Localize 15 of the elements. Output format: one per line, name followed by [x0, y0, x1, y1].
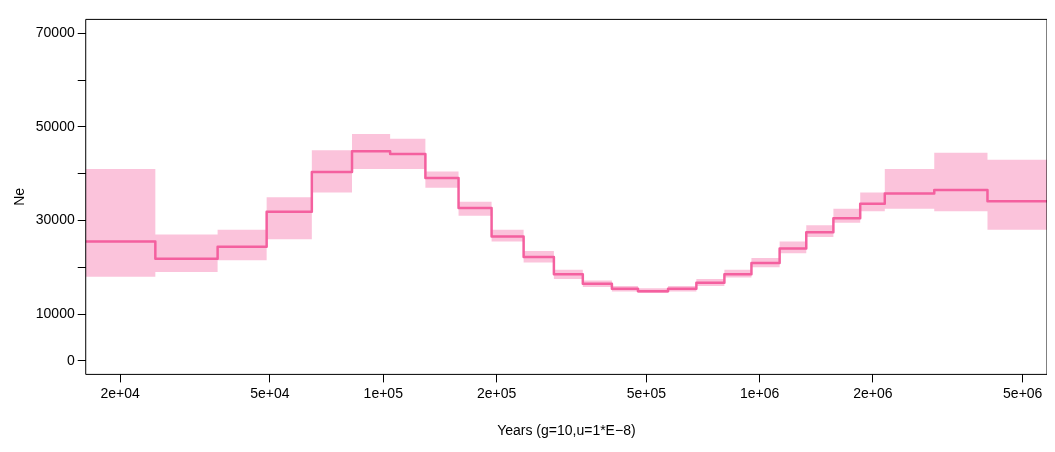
y-tick-label: 30000: [35, 211, 75, 228]
x-tick-label: 5e+05: [626, 384, 667, 401]
y-tick-label: 70000: [35, 24, 75, 41]
x-tick-label: 2e+06: [853, 384, 893, 401]
x-tick-label: 2e+05: [476, 384, 517, 401]
y-axis-title: Ne: [11, 187, 28, 206]
x-tick-label: 1e+05: [363, 384, 404, 401]
x-tick-label: 5e+06: [1003, 384, 1043, 401]
x-tick-label: 5e+04: [250, 384, 290, 401]
y-tick-label: 0: [66, 351, 75, 368]
x-tick-label: 1e+06: [739, 384, 780, 401]
y-tick-label: 10000: [35, 304, 75, 321]
y-tick-label: 50000: [35, 117, 75, 134]
x-tick-label: 2e+04: [100, 384, 141, 401]
x-axis-title: Years (g=10,u=1*E−8): [497, 422, 636, 439]
